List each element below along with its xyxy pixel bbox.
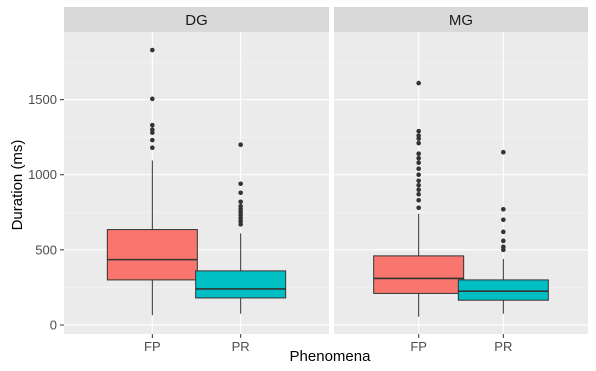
y-tick-label: 1000: [28, 167, 57, 182]
outlier-point: [416, 155, 421, 161]
facet-strip: [64, 7, 329, 32]
facet-strip: [334, 7, 588, 32]
outlier-point: [150, 122, 155, 128]
outlier-point: [238, 142, 243, 147]
outlier-point: [150, 127, 155, 132]
outlier-point: [416, 166, 421, 172]
outlier-point: [238, 203, 243, 209]
box-rect: [457, 279, 549, 301]
box-pr: [457, 149, 549, 314]
outlier-point: [501, 238, 506, 244]
outlier-point: [501, 206, 506, 212]
outlier-point: [501, 229, 506, 235]
outlier-point: [416, 187, 421, 193]
outlier-point: [238, 181, 243, 187]
box-rect: [195, 270, 287, 299]
outlier-point: [150, 96, 155, 102]
outlier-point: [416, 151, 421, 157]
outlier-point: [416, 80, 421, 86]
outlier-point: [501, 149, 506, 155]
x-tick-label: PR: [232, 339, 250, 354]
x-tick-label: PR: [494, 339, 512, 354]
facet-panel-mg: MG FP PR: [334, 7, 588, 354]
outlier-point: [150, 47, 155, 53]
outlier-point: [238, 190, 243, 196]
y-tick-label: 500: [35, 242, 57, 257]
box-fp: [106, 47, 198, 316]
box-fp: [373, 80, 465, 317]
box-rect: [106, 229, 198, 281]
panels-layer: DG FP PR MG FP PR: [64, 7, 588, 354]
facet-panel-dg: DG FP PR: [64, 7, 329, 354]
outlier-point: [416, 182, 421, 188]
outlier-point: [238, 199, 243, 205]
outlier-point: [416, 128, 421, 134]
outlier-point: [416, 178, 421, 184]
outlier-point: [150, 145, 155, 150]
box-rect: [373, 255, 465, 294]
outlier-point: [501, 217, 506, 223]
outlier-point: [416, 191, 421, 197]
outlier-point: [416, 197, 421, 203]
y-tick-label: 0: [50, 317, 57, 332]
outlier-point: [150, 137, 155, 143]
y-axis-title: Duration (ms): [9, 140, 26, 231]
x-axis-title: Phenomena: [290, 348, 372, 365]
y-tick-label: 1500: [28, 92, 57, 107]
y-axis: 0 500 1000 1500: [28, 92, 64, 332]
outlier-point: [416, 172, 421, 178]
facet-strip-label: DG: [185, 12, 208, 29]
x-tick-label: FP: [144, 339, 161, 354]
outlier-point: [416, 140, 421, 146]
outlier-point: [416, 133, 421, 138]
outlier-point: [416, 160, 421, 166]
outlier-point: [501, 244, 506, 250]
x-tick-label: FP: [410, 339, 427, 354]
facet-strip-label: MG: [449, 12, 473, 29]
outlier-point: [416, 205, 421, 211]
box-pr: [195, 142, 287, 314]
